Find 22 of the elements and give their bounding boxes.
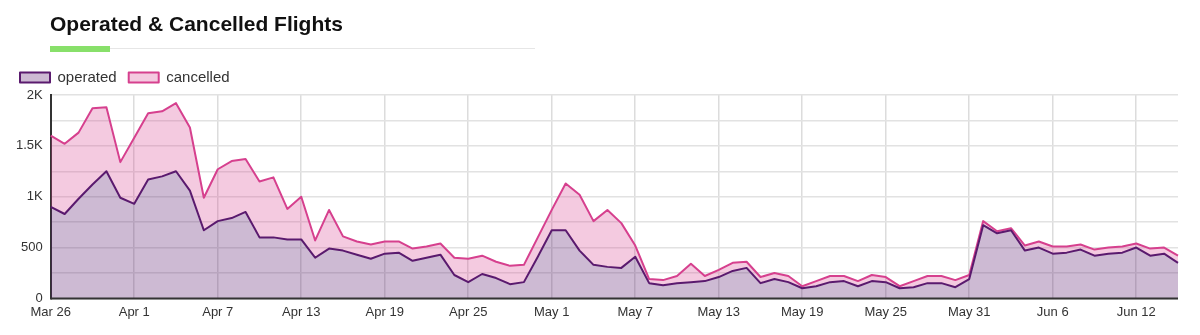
y-tick-label: 1K (26, 188, 44, 204)
x-tick-label: Mar 26 (30, 303, 71, 319)
y-tick-label: 1.5K (15, 137, 44, 153)
y-tick-label: 0 (35, 289, 43, 305)
x-tick-label: Apr 1 (118, 303, 150, 319)
chart-title: Operated & Cancelled Flights (50, 11, 344, 36)
x-tick-label: Apr 13 (282, 303, 321, 319)
x-tick-label: May 13 (697, 303, 741, 319)
y-tick-label: 2K (26, 86, 44, 102)
y-tick-label: 500 (21, 239, 43, 255)
x-tick-label: May 25 (864, 303, 908, 319)
x-tick-label: May 7 (617, 303, 653, 319)
legend-label: operated (57, 67, 117, 85)
x-tick-label: May 31 (947, 303, 991, 319)
x-tick-label: May 1 (534, 303, 570, 319)
x-tick-label: May 19 (780, 303, 824, 319)
x-tick-label: Apr 25 (449, 303, 488, 319)
x-tick-label: Apr 7 (202, 303, 234, 319)
x-tick-label: Jun 6 (1036, 303, 1069, 319)
x-tick-label: Jun 12 (1116, 303, 1156, 319)
x-tick-label: Apr 19 (365, 303, 404, 319)
legend-label: cancelled (166, 67, 230, 85)
